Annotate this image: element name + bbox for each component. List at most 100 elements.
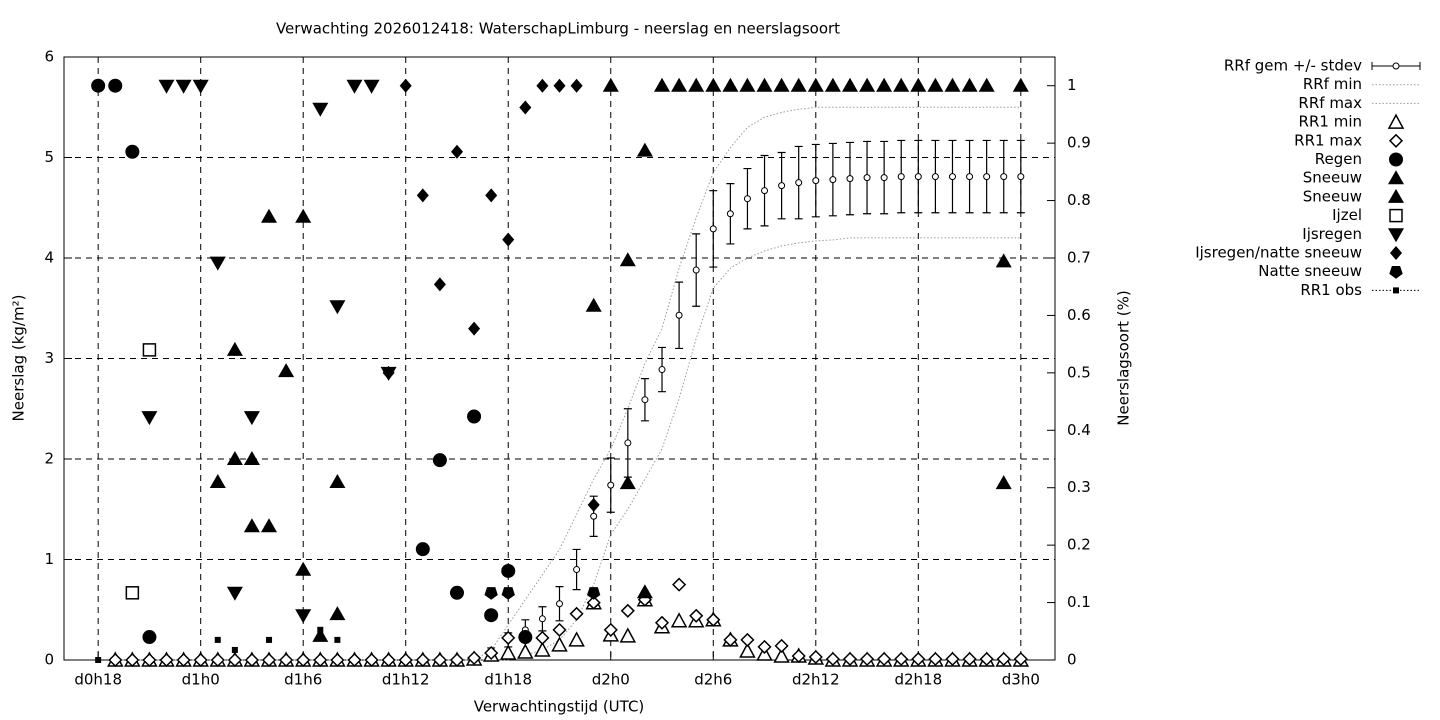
point bbox=[842, 651, 858, 667]
point bbox=[95, 657, 102, 663]
x-tick-label: d1h6 bbox=[284, 671, 322, 689]
x-tick-label: d0h18 bbox=[74, 671, 122, 689]
legend-label: Ijsregen bbox=[1302, 225, 1362, 243]
point bbox=[672, 577, 687, 592]
point bbox=[893, 77, 910, 92]
mean-point bbox=[966, 173, 974, 181]
x-tick-label: d2h18 bbox=[894, 671, 942, 689]
point bbox=[603, 622, 618, 637]
point bbox=[382, 365, 395, 380]
x-tick-label: d3h0 bbox=[1002, 671, 1040, 689]
point bbox=[551, 636, 568, 652]
point bbox=[330, 652, 345, 668]
point bbox=[451, 144, 463, 159]
point bbox=[602, 77, 619, 92]
point bbox=[467, 650, 482, 666]
point bbox=[979, 651, 994, 667]
point bbox=[722, 77, 739, 92]
y-axis-label: Neerslag (kg/m²) bbox=[10, 295, 28, 422]
point bbox=[706, 612, 721, 627]
y-tick-label: 4 bbox=[44, 249, 54, 267]
point bbox=[91, 78, 106, 93]
point bbox=[329, 606, 346, 621]
legend-label: Regen bbox=[1315, 150, 1362, 168]
point bbox=[209, 474, 226, 488]
point bbox=[142, 652, 157, 668]
point bbox=[231, 646, 238, 653]
point bbox=[449, 585, 464, 600]
point bbox=[536, 78, 549, 93]
mean-point bbox=[641, 396, 649, 404]
legend-symbol bbox=[1388, 133, 1404, 148]
mean-point bbox=[795, 179, 803, 187]
point bbox=[552, 622, 567, 637]
point bbox=[877, 651, 892, 667]
point bbox=[295, 208, 312, 223]
point bbox=[398, 652, 413, 668]
point bbox=[125, 652, 140, 668]
legend-label: RR1 obs bbox=[1300, 281, 1362, 299]
point bbox=[433, 277, 446, 292]
point bbox=[209, 256, 226, 271]
point bbox=[499, 644, 517, 660]
legend-symbol bbox=[1389, 266, 1403, 279]
point bbox=[670, 612, 688, 628]
point bbox=[535, 630, 550, 645]
point bbox=[363, 79, 380, 94]
point bbox=[636, 584, 653, 599]
point bbox=[467, 409, 482, 424]
point bbox=[553, 78, 566, 93]
point bbox=[705, 77, 722, 92]
point bbox=[723, 632, 738, 647]
point bbox=[654, 615, 670, 630]
mean-point bbox=[880, 174, 888, 182]
point bbox=[295, 609, 312, 624]
point bbox=[484, 587, 498, 600]
point bbox=[654, 77, 670, 92]
point bbox=[125, 144, 140, 159]
point bbox=[210, 652, 225, 668]
y2-tick-label: 1 bbox=[1067, 76, 1077, 94]
point bbox=[911, 651, 926, 667]
y2-tick-label: 0.5 bbox=[1067, 363, 1091, 381]
point bbox=[501, 563, 516, 578]
point bbox=[278, 363, 295, 378]
mean-point bbox=[863, 174, 871, 182]
point bbox=[244, 652, 259, 668]
x-tick-label: d2h0 bbox=[592, 671, 630, 689]
point bbox=[519, 100, 532, 115]
point bbox=[125, 586, 140, 600]
point bbox=[295, 561, 312, 576]
y-tick-label: 1 bbox=[44, 550, 54, 568]
point bbox=[808, 649, 823, 665]
point bbox=[108, 652, 123, 668]
point bbox=[261, 208, 277, 223]
point bbox=[142, 343, 157, 357]
point bbox=[484, 645, 499, 661]
point bbox=[636, 142, 653, 157]
mean-point bbox=[743, 195, 751, 203]
y2-tick-label: 0.1 bbox=[1067, 593, 1091, 611]
legend-label: RRf gem +/- stdev bbox=[1224, 57, 1362, 75]
y2-tick-label: 0.2 bbox=[1067, 536, 1091, 554]
point bbox=[1012, 77, 1029, 92]
x-tick-label: d2h12 bbox=[792, 671, 840, 689]
point bbox=[825, 651, 840, 667]
y2-tick-label: 0.8 bbox=[1067, 191, 1091, 209]
point bbox=[415, 542, 430, 557]
point bbox=[620, 603, 635, 618]
y2-tick-label: 0.3 bbox=[1067, 478, 1091, 496]
legend-symbol bbox=[1393, 287, 1399, 294]
point bbox=[266, 636, 273, 643]
legend-label: Natte sneeuw bbox=[1258, 262, 1362, 280]
y-tick-label: 3 bbox=[44, 349, 54, 367]
point bbox=[329, 474, 346, 488]
point bbox=[569, 606, 584, 621]
point bbox=[739, 642, 756, 658]
point bbox=[364, 652, 379, 668]
point bbox=[226, 451, 243, 465]
mean-point bbox=[812, 177, 820, 185]
point bbox=[347, 652, 362, 668]
point bbox=[243, 411, 260, 426]
